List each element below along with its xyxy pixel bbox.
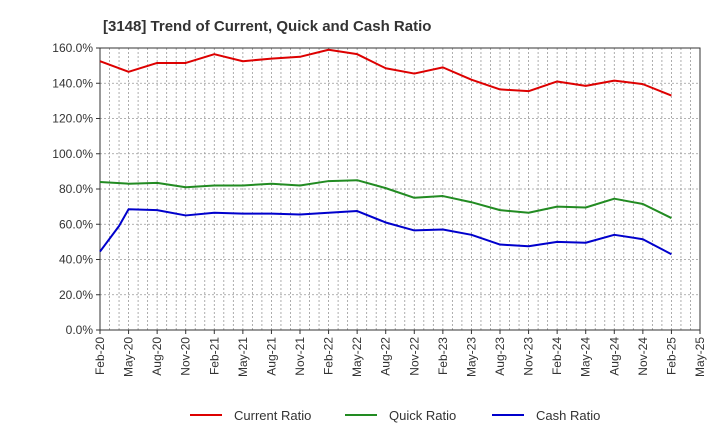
x-tick-label: Feb-24: [550, 337, 564, 375]
y-tick-label: 120.0%: [52, 112, 93, 126]
x-tick-label: Aug-24: [607, 337, 621, 376]
x-tick-label: May-21: [236, 337, 250, 377]
x-tick-label: Aug-22: [379, 337, 393, 376]
legend: Current Ratio Quick Ratio Cash Ratio: [190, 408, 600, 423]
y-tick-label: 20.0%: [59, 288, 93, 302]
y-tick-label: 40.0%: [59, 253, 93, 267]
x-tick-label: May-23: [464, 337, 478, 377]
x-tick-label: Feb-20: [93, 337, 107, 375]
x-tick-label: Nov-24: [636, 337, 650, 376]
x-tick-label: Aug-23: [493, 337, 507, 376]
x-tick-label: May-25: [693, 337, 707, 377]
y-tick-label: 160.0%: [52, 41, 93, 55]
x-tick-label: Aug-20: [150, 337, 164, 376]
grid: [100, 48, 700, 330]
x-tick-label: Aug-21: [264, 337, 278, 376]
series-line-cash-ratio: [99, 208, 672, 256]
x-tick-label: Nov-20: [179, 337, 193, 376]
x-tick-label: May-24: [579, 337, 593, 377]
x-tick-label: May-22: [350, 337, 364, 377]
y-tick-label: 80.0%: [59, 182, 93, 196]
legend-label-quick-ratio: Quick Ratio: [389, 408, 456, 423]
legend-label-current-ratio: Current Ratio: [234, 408, 311, 423]
y-tick-label: 60.0%: [59, 217, 93, 231]
x-tick-label: Feb-25: [664, 337, 678, 375]
y-tick-label: 0.0%: [66, 323, 94, 337]
y-tick-label: 100.0%: [52, 147, 93, 161]
series-line-quick-ratio: [99, 179, 672, 219]
x-tick-label: Nov-21: [293, 337, 307, 376]
y-tick-label: 140.0%: [52, 76, 93, 90]
axes: 0.0% 20.0% 40.0% 60.0% 80.0% 100.0% 120.0% 140.…: [52, 41, 707, 377]
x-tick-label: Feb-22: [322, 337, 336, 375]
x-tick-label: Nov-22: [407, 337, 421, 376]
legend-label-cash-ratio: Cash Ratio: [536, 408, 600, 423]
x-tick-label: Feb-23: [436, 337, 450, 375]
x-tick-label: Feb-21: [207, 337, 221, 375]
x-tick-label: Nov-23: [522, 337, 536, 376]
chart-title: [3148] Trend of Current, Quick and Cash …: [103, 18, 431, 35]
series-line-current-ratio: [99, 48, 672, 97]
series-lines: [99, 48, 672, 256]
x-tick-label: May-20: [122, 337, 136, 377]
